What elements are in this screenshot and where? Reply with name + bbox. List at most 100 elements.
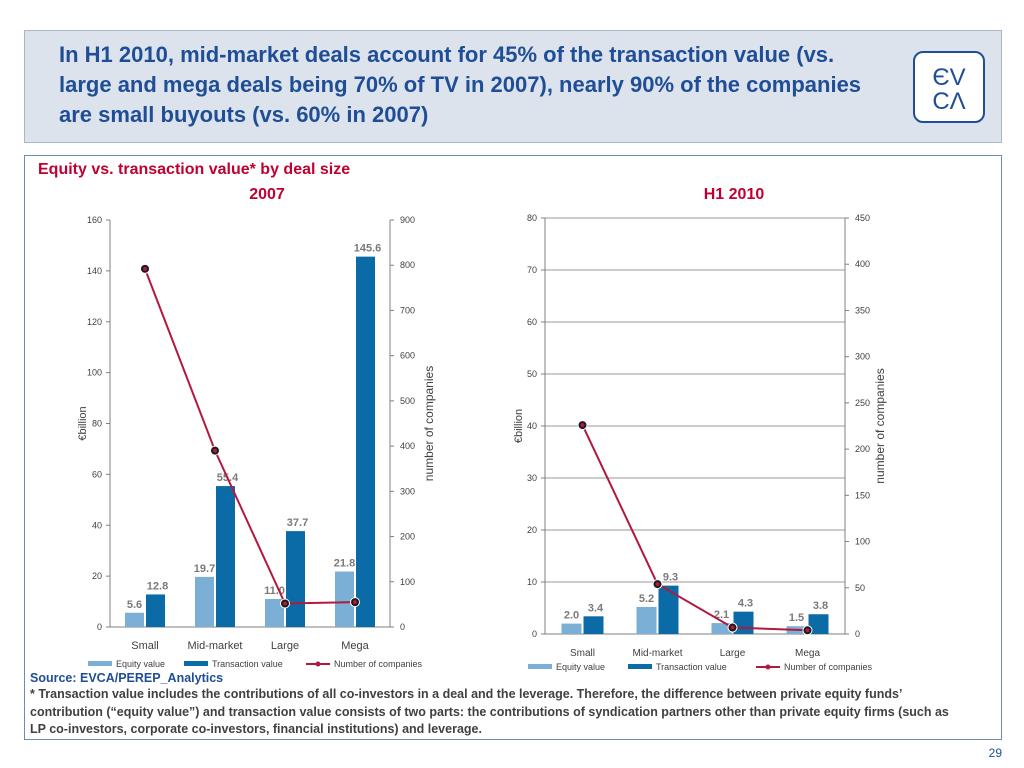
y2-tick-label: 700 xyxy=(400,305,415,315)
chart-title-2007: 2007 xyxy=(249,186,285,203)
y-tick-label: 10 xyxy=(527,577,537,587)
data-label-equity: 5.6 xyxy=(127,599,142,611)
y-tick-label: 20 xyxy=(92,571,102,581)
legend-label-companies: Number of companies xyxy=(334,659,423,669)
line-number-of-companies xyxy=(581,424,808,632)
y-tick-label: 30 xyxy=(527,473,537,483)
bar-transaction-value xyxy=(658,585,679,634)
bar-equity-value xyxy=(561,623,582,634)
data-label-equity: 1.5 xyxy=(789,612,804,624)
y-tick-label: 80 xyxy=(92,419,102,429)
y-axis-label: €billion xyxy=(77,406,89,440)
legend-label-equity: Equity value xyxy=(116,659,165,669)
legend-marker-companies xyxy=(765,664,771,670)
bar-transaction-value xyxy=(583,616,604,634)
y-tick-label: 60 xyxy=(527,317,537,327)
y2-tick-label: 300 xyxy=(400,486,415,496)
header-banner: In H1 2010, mid-market deals account for… xyxy=(24,30,1002,143)
data-label-transaction: 3.8 xyxy=(813,600,828,612)
data-label-transaction: 9.3 xyxy=(663,572,678,584)
y2-tick-label: 100 xyxy=(855,537,870,547)
point-number-of-companies-core xyxy=(580,423,585,428)
x-tick-label: Mid-market xyxy=(632,648,682,659)
source-note: Source: EVCA/PEREP_Analytics xyxy=(30,671,224,685)
y2-axis-label: number of companies xyxy=(873,368,887,483)
point-number-of-companies-core xyxy=(143,266,147,271)
y-tick-label: 120 xyxy=(87,317,102,327)
point-number-of-companies-core xyxy=(730,625,735,630)
data-label-transaction: 12.8 xyxy=(147,580,168,592)
logo-bottom-text: CΛ xyxy=(932,88,965,115)
data-label-transaction: 3.4 xyxy=(588,602,604,614)
y-tick-label: 160 xyxy=(87,215,102,225)
point-number-of-companies-core xyxy=(655,582,660,587)
bar-equity-value xyxy=(125,612,144,627)
y2-axis-label: number of companies xyxy=(422,366,436,481)
legend-label-companies: Number of companies xyxy=(784,662,873,672)
y-tick-label: 60 xyxy=(92,469,102,479)
data-label-equity: 21.8 xyxy=(334,558,355,570)
data-label-equity: 2.1 xyxy=(714,609,729,621)
bar-equity-value xyxy=(265,599,284,627)
y-tick-label: 40 xyxy=(92,520,102,530)
data-label-equity: 2.0 xyxy=(564,610,579,622)
y2-tick-label: 150 xyxy=(855,490,870,500)
y2-tick-label: 350 xyxy=(855,305,870,315)
y2-tick-label: 500 xyxy=(400,396,415,406)
page-number: 29 xyxy=(988,746,1002,760)
y-tick-label: 40 xyxy=(527,421,537,431)
y-tick-label: 140 xyxy=(87,266,102,276)
bar-equity-value xyxy=(711,623,732,634)
legend-label-transaction: Transaction value xyxy=(656,662,727,672)
chart-title-h1-2010: H1 2010 xyxy=(703,186,765,203)
data-label-equity: 19.7 xyxy=(194,563,215,575)
legend-swatch-equity xyxy=(528,664,552,669)
y2-tick-label: 200 xyxy=(400,532,415,542)
y2-tick-label: 600 xyxy=(400,351,415,361)
slide-title: In H1 2010, mid-market deals account for… xyxy=(59,42,862,127)
y2-tick-label: 800 xyxy=(400,260,415,270)
x-tick-label: Large xyxy=(720,648,746,659)
logo-top-text: ЄV xyxy=(932,64,965,91)
data-label-transaction: 37.7 xyxy=(287,517,308,529)
x-tick-label: Mid-market xyxy=(187,640,242,652)
y-tick-label: 0 xyxy=(532,629,537,639)
x-tick-label: Small xyxy=(131,640,159,652)
y-tick-label: 100 xyxy=(87,368,102,378)
y2-tick-label: 250 xyxy=(855,398,870,408)
y2-tick-label: 50 xyxy=(855,583,865,593)
x-tick-label: Mega xyxy=(795,648,820,659)
bar-transaction-value xyxy=(356,256,375,627)
legend-label-equity: Equity value xyxy=(556,662,605,672)
legend-label-transaction: Transaction value xyxy=(212,659,283,669)
legend-swatch-transaction xyxy=(184,661,208,666)
data-label-transaction: 145.6 xyxy=(354,243,382,255)
point-number-of-companies-core xyxy=(353,600,357,605)
y2-tick-label: 0 xyxy=(400,622,405,632)
y2-tick-label: 400 xyxy=(855,259,870,269)
y-tick-label: 80 xyxy=(527,213,537,223)
bar-equity-value xyxy=(195,576,214,627)
x-tick-label: Small xyxy=(570,648,595,659)
x-tick-label: Mega xyxy=(341,640,369,652)
line-number-of-companies xyxy=(144,268,356,605)
legend-marker-companies xyxy=(315,661,321,667)
y2-tick-label: 300 xyxy=(855,352,870,362)
point-number-of-companies-core xyxy=(213,448,217,453)
y2-tick-label: 200 xyxy=(855,444,870,454)
section-title: Equity vs. transaction value* by deal si… xyxy=(38,161,351,178)
y2-tick-label: 400 xyxy=(400,441,415,451)
y2-tick-label: 0 xyxy=(855,629,860,639)
point-number-of-companies-core xyxy=(283,601,287,606)
y-axis-label: €billion xyxy=(513,409,525,443)
y-tick-label: 50 xyxy=(527,369,537,379)
bar-equity-value xyxy=(636,606,657,634)
bar-transaction-value xyxy=(808,614,829,634)
y2-tick-label: 450 xyxy=(855,213,870,223)
content-panel xyxy=(24,155,1002,740)
y-tick-label: 0 xyxy=(97,622,102,632)
data-label-transaction: 4.3 xyxy=(738,598,753,610)
evca-logo: ЄV CΛ xyxy=(913,51,985,123)
